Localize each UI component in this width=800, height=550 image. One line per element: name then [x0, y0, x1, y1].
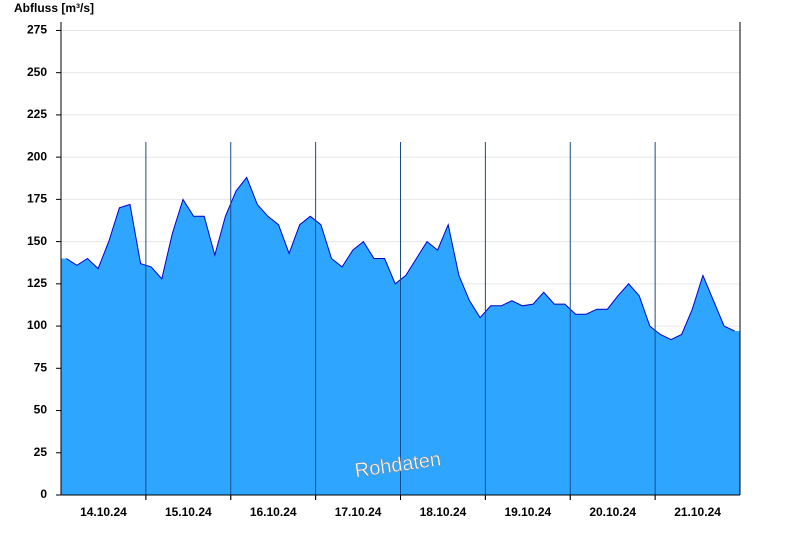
x-tick-label: 21.10.24	[674, 505, 721, 519]
y-tick-label: 50	[34, 403, 48, 417]
y-tick-label: 0	[40, 487, 47, 501]
y-tick-label: 250	[27, 65, 47, 79]
y-tick-label: 25	[34, 445, 48, 459]
x-tick-label: 15.10.24	[165, 505, 212, 519]
x-tick-label: 18.10.24	[420, 505, 467, 519]
y-tick-label: 275	[27, 23, 47, 37]
x-tick-label: 14.10.24	[80, 505, 127, 519]
x-tick-label: 19.10.24	[504, 505, 551, 519]
y-tick-label: 150	[27, 234, 47, 248]
x-tick-label: 20.10.24	[589, 505, 636, 519]
y-tick-label: 175	[27, 192, 47, 206]
y-tick-label: 200	[27, 149, 47, 163]
y-tick-label: 75	[34, 360, 48, 374]
y-tick-label: 125	[27, 276, 47, 290]
y-tick-label: 225	[27, 107, 47, 121]
x-tick-label: 17.10.24	[335, 505, 382, 519]
y-tick-label: 100	[27, 318, 47, 332]
x-tick-label: 16.10.24	[250, 505, 297, 519]
chart-title: Abfluss [m³/s]	[14, 1, 94, 15]
